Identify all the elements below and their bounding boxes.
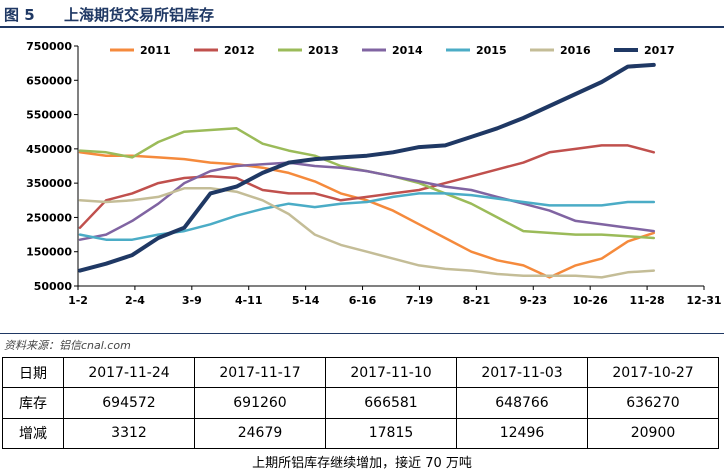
series-line-2012 (78, 144, 656, 229)
legend-label-2011: 2011 (140, 44, 171, 57)
table-row-label: 库存 (2, 387, 64, 419)
table-header-row: 日期 2017-11-24 2017-11-17 2017-11-10 2017… (2, 356, 719, 389)
x-tick-label: 11-28 (629, 294, 664, 307)
y-tick-label: 750000 (26, 40, 72, 53)
x-tick-label: 7-19 (406, 294, 434, 307)
table-cell: 12496 (456, 417, 588, 450)
figure-header: 图 5 上海期货交易所铝库存 (0, 0, 724, 30)
table-cell: 2017-11-24 (63, 356, 195, 389)
table-cell: 2017-10-27 (587, 356, 719, 389)
y-tick-label: 50000 (34, 280, 73, 293)
table-cell: 17815 (325, 417, 457, 450)
x-tick-label: 1-2 (68, 294, 88, 307)
table-row-label: 增减 (2, 417, 64, 450)
table-cell: 694572 (63, 387, 195, 419)
source-rule (0, 333, 724, 334)
legend-label-2014: 2014 (392, 44, 423, 57)
figure-number: 图 5 (4, 6, 35, 24)
y-tick-label: 150000 (26, 246, 72, 259)
x-tick-label: 6-16 (349, 294, 377, 307)
table-row: 库存 694572 691260 666581 648766 636270 (2, 387, 719, 419)
x-tick-label: 3-9 (182, 294, 202, 307)
y-tick-label: 450000 (26, 143, 72, 156)
figure-caption: 上期所铝库存继续增加，接近 70 万吨 (252, 456, 472, 471)
y-tick-label: 250000 (26, 211, 72, 224)
legend-label-2017: 2017 (644, 44, 675, 57)
series-line-2016 (78, 187, 656, 279)
table-cell: 2017-11-03 (456, 356, 588, 389)
x-tick-label: 5-14 (292, 294, 320, 307)
x-tick-label: 2-4 (125, 294, 145, 307)
table-row-label: 日期 (2, 356, 64, 389)
table-row: 增减 3312 24679 17815 12496 20900 (2, 417, 719, 450)
inventory-table: 日期 2017-11-24 2017-11-17 2017-11-10 2017… (2, 356, 719, 450)
table-cell: 648766 (456, 387, 588, 419)
legend-label-2016: 2016 (560, 44, 591, 57)
series-line-2017 (78, 62, 656, 273)
table-cell: 636270 (587, 387, 719, 419)
series-line-2011 (78, 151, 656, 279)
x-tick-label: 8-21 (463, 294, 491, 307)
legend-label-2015: 2015 (476, 44, 507, 57)
table-cell: 3312 (63, 417, 195, 450)
x-tick-label: 12-31 (686, 294, 721, 307)
source-note: 资料来源：铝信cnal.com (4, 339, 131, 352)
series-line-2013 (78, 127, 656, 240)
table-cell: 24679 (194, 417, 326, 450)
y-tick-label: 350000 (26, 177, 72, 190)
legend-label-2012: 2012 (224, 44, 255, 57)
legend-label-2013: 2013 (308, 44, 339, 57)
y-tick-label: 550000 (26, 109, 72, 122)
figure-title: 上海期货交易所铝库存 (64, 6, 215, 24)
x-tick-label: 4-11 (235, 294, 263, 307)
table-cell: 2017-11-17 (194, 356, 326, 389)
x-tick-label: 10-26 (573, 294, 609, 307)
y-tick-label: 650000 (26, 74, 72, 87)
table-cell: 2017-11-10 (325, 356, 457, 389)
table-cell: 666581 (325, 387, 457, 419)
x-tick-label: 9-23 (520, 294, 548, 307)
table-cell: 20900 (587, 417, 719, 450)
table-cell: 691260 (194, 387, 326, 419)
header-rule (0, 26, 724, 28)
line-chart: 50000 150000 250000 350000 450000 550000 65000… (26, 40, 722, 307)
